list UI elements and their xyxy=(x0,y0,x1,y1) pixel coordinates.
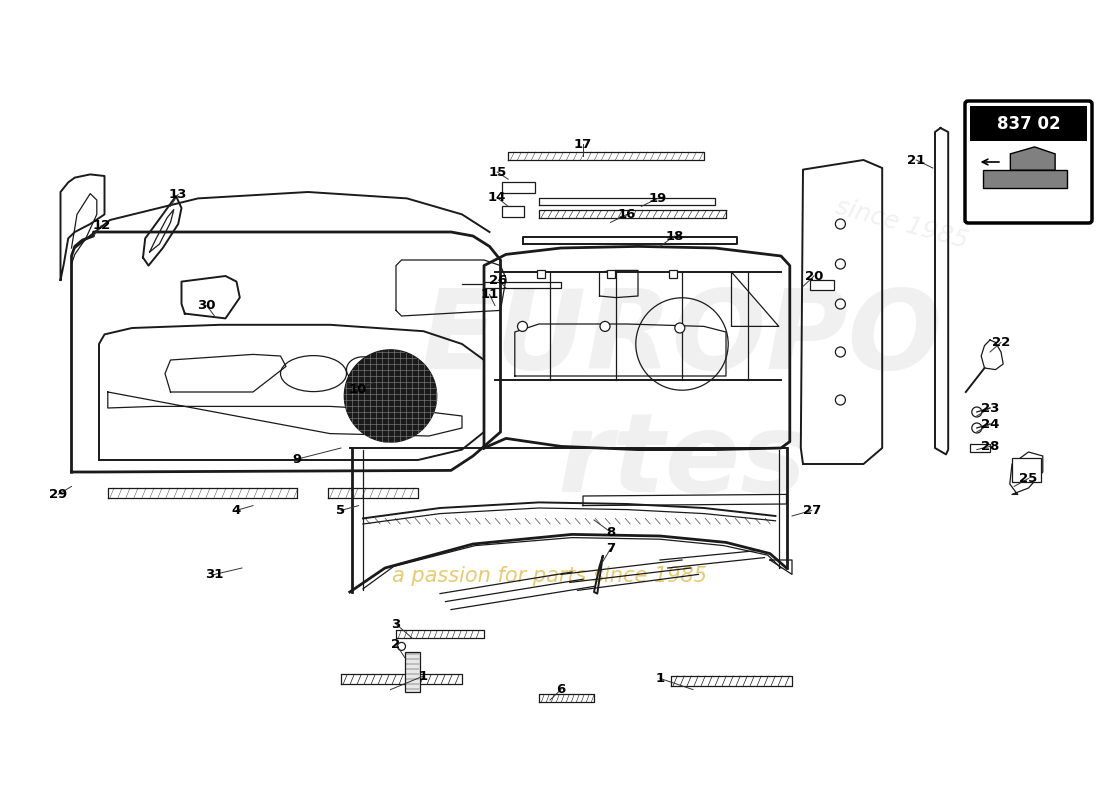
Text: 22: 22 xyxy=(992,336,1010,349)
Text: 19: 19 xyxy=(649,192,667,205)
Text: a passion for parts since 1985: a passion for parts since 1985 xyxy=(393,566,707,586)
Text: 24: 24 xyxy=(981,418,999,430)
Text: 3: 3 xyxy=(392,618,400,630)
Text: 25: 25 xyxy=(1020,472,1037,485)
Text: EUROPO
rtes: EUROPO rtes xyxy=(421,285,943,515)
Text: 31: 31 xyxy=(206,568,223,581)
Text: 11: 11 xyxy=(481,288,498,301)
Text: 9: 9 xyxy=(293,453,301,466)
Text: 4: 4 xyxy=(232,504,241,517)
Text: 15: 15 xyxy=(488,166,506,178)
Bar xyxy=(810,280,834,290)
Text: 8: 8 xyxy=(606,526,615,538)
Circle shape xyxy=(971,423,982,433)
Text: 1: 1 xyxy=(656,672,664,685)
Circle shape xyxy=(344,350,437,442)
Text: since 1985: since 1985 xyxy=(833,194,971,254)
Bar xyxy=(1012,458,1041,482)
Text: 14: 14 xyxy=(488,191,506,204)
Circle shape xyxy=(835,347,846,357)
Bar xyxy=(669,270,678,278)
Circle shape xyxy=(835,259,846,269)
Circle shape xyxy=(397,642,406,650)
Text: 837 02: 837 02 xyxy=(997,114,1060,133)
FancyBboxPatch shape xyxy=(965,101,1092,223)
Bar xyxy=(537,270,546,278)
Bar xyxy=(502,182,535,193)
Text: 2: 2 xyxy=(392,638,400,650)
Text: 10: 10 xyxy=(349,383,366,396)
Bar xyxy=(405,652,420,692)
Text: 13: 13 xyxy=(169,188,187,201)
Text: 21: 21 xyxy=(908,154,925,166)
Text: 7: 7 xyxy=(606,542,615,555)
Circle shape xyxy=(674,323,685,333)
Text: 12: 12 xyxy=(92,219,110,232)
Text: 20: 20 xyxy=(805,270,823,282)
Text: 30: 30 xyxy=(198,299,216,312)
Bar xyxy=(982,170,1067,187)
Bar xyxy=(970,444,990,452)
Text: 18: 18 xyxy=(666,230,683,242)
Text: 5: 5 xyxy=(337,504,345,517)
Text: 1: 1 xyxy=(419,670,428,682)
Polygon shape xyxy=(1010,147,1055,170)
Text: 27: 27 xyxy=(803,504,821,517)
Circle shape xyxy=(835,219,846,229)
Bar xyxy=(606,270,615,278)
Bar xyxy=(502,206,524,217)
Text: 26: 26 xyxy=(490,274,507,286)
Text: 16: 16 xyxy=(618,208,636,221)
Text: 23: 23 xyxy=(981,402,999,414)
Circle shape xyxy=(835,299,846,309)
Bar xyxy=(970,106,1087,141)
Circle shape xyxy=(835,395,846,405)
Circle shape xyxy=(600,322,610,331)
Text: 29: 29 xyxy=(50,488,67,501)
Text: 6: 6 xyxy=(557,683,565,696)
Text: 28: 28 xyxy=(981,440,999,453)
Text: 17: 17 xyxy=(574,138,592,150)
Circle shape xyxy=(517,322,528,331)
Circle shape xyxy=(971,407,982,417)
